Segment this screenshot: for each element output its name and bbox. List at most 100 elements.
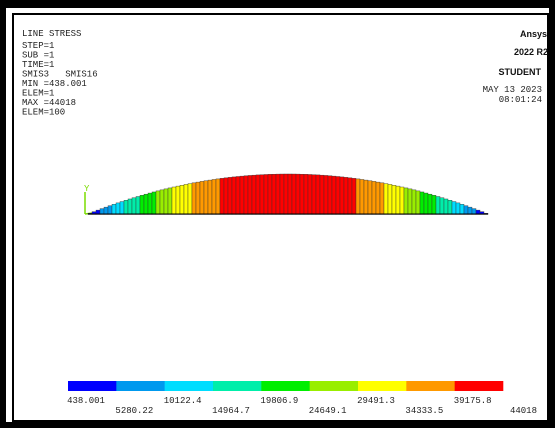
stress-element (456, 203, 460, 215)
stress-element (376, 182, 380, 214)
stress-element (460, 204, 464, 214)
stress-element (280, 174, 284, 214)
stress-element (388, 184, 392, 214)
stress-element (368, 181, 372, 215)
stress-element (268, 174, 272, 214)
stress-element (172, 187, 176, 215)
stress-element (436, 197, 440, 215)
stress-element (392, 185, 396, 214)
date: MAY 13 2023 (483, 85, 542, 95)
legend-label: 438.001 (67, 396, 105, 406)
legend-swatch (68, 381, 117, 391)
legend-swatch (358, 381, 407, 391)
stress-element (468, 207, 472, 214)
stress-element (212, 179, 216, 214)
stress-element (112, 204, 116, 214)
stress-element (396, 186, 400, 214)
stress-element (248, 175, 252, 214)
stress-element (272, 174, 276, 214)
stress-element (292, 174, 296, 214)
legend-swatch (116, 381, 165, 391)
stress-element (188, 184, 192, 215)
stress-element (380, 183, 384, 215)
stress-element (344, 177, 348, 214)
stress-element (432, 195, 436, 214)
stress-element (408, 189, 412, 215)
stress-element (156, 191, 160, 215)
stress-element (208, 180, 212, 214)
stress-element (320, 175, 324, 214)
info-line: SMIS3 SMIS16 (22, 70, 98, 80)
ansys-window: LINE STRESS STEP=1SUB =1TIME=1SMIS3 SMIS… (0, 0, 555, 428)
stress-element (384, 184, 388, 215)
legend-swatch (406, 381, 455, 391)
stress-element (400, 187, 404, 215)
info-line: ELEM=100 (22, 108, 65, 118)
legend-swatch (310, 381, 359, 391)
legend-label: 10122.4 (164, 396, 202, 406)
legend-label: 24649.1 (309, 406, 347, 416)
stress-element (240, 176, 244, 214)
stress-element (260, 175, 264, 215)
stress-element (412, 190, 416, 215)
legend-swatch (455, 381, 504, 391)
time: 08:01:24 (499, 95, 542, 105)
legend-label: 5280.22 (115, 406, 153, 416)
stress-element (372, 181, 376, 214)
stress-element (220, 178, 224, 214)
stress-element (304, 174, 308, 214)
stress-element (204, 181, 208, 215)
stress-element (440, 198, 444, 215)
stress-element (228, 177, 232, 214)
stress-element (124, 200, 128, 214)
stress-element (348, 178, 352, 215)
stress-element (416, 191, 420, 215)
triad-label: Y (84, 184, 90, 194)
stress-element (360, 179, 364, 214)
stress-element (332, 176, 336, 214)
stress-element (216, 179, 220, 215)
stress-element (424, 193, 428, 214)
info-line: ELEM=1 (22, 89, 54, 99)
stress-element (464, 206, 468, 215)
stress-element (300, 174, 304, 214)
stress-element (328, 176, 332, 215)
stress-element (420, 192, 424, 215)
edition: STUDENT (499, 67, 542, 77)
stress-element (448, 200, 452, 214)
stress-element (356, 179, 360, 215)
info-line: MIN =438.001 (22, 79, 87, 89)
stress-element (284, 174, 288, 214)
legend-swatch (165, 381, 214, 391)
plot-title: LINE STRESS (22, 29, 81, 39)
legend-label: 34333.5 (405, 406, 443, 416)
stress-element (164, 189, 168, 215)
info-line: MAX =44018 (22, 98, 76, 108)
stress-element (316, 175, 320, 215)
stress-element (452, 202, 456, 215)
stress-element (224, 178, 228, 215)
stress-element (244, 176, 248, 215)
stress-element (104, 207, 108, 214)
stress-element (108, 206, 112, 215)
stress-element (152, 192, 156, 215)
stress-element (136, 197, 140, 215)
stress-element (404, 188, 408, 215)
stress-element (192, 183, 196, 215)
stress-element (428, 194, 432, 214)
version: 2022 R2 (514, 47, 548, 57)
stress-element (140, 195, 144, 214)
info-line: SUB =1 (22, 51, 54, 61)
stress-element (148, 193, 152, 214)
legend-label: 29491.3 (357, 396, 395, 406)
legend-swatch (261, 381, 310, 391)
stress-element (288, 174, 292, 214)
stress-element (176, 186, 180, 214)
stress-element (200, 181, 204, 214)
stress-element (444, 199, 448, 215)
stress-element (336, 177, 340, 215)
stress-element (256, 175, 260, 215)
stress-element (116, 203, 120, 215)
stress-element (264, 174, 268, 214)
legend-label: 44018 (510, 406, 537, 416)
